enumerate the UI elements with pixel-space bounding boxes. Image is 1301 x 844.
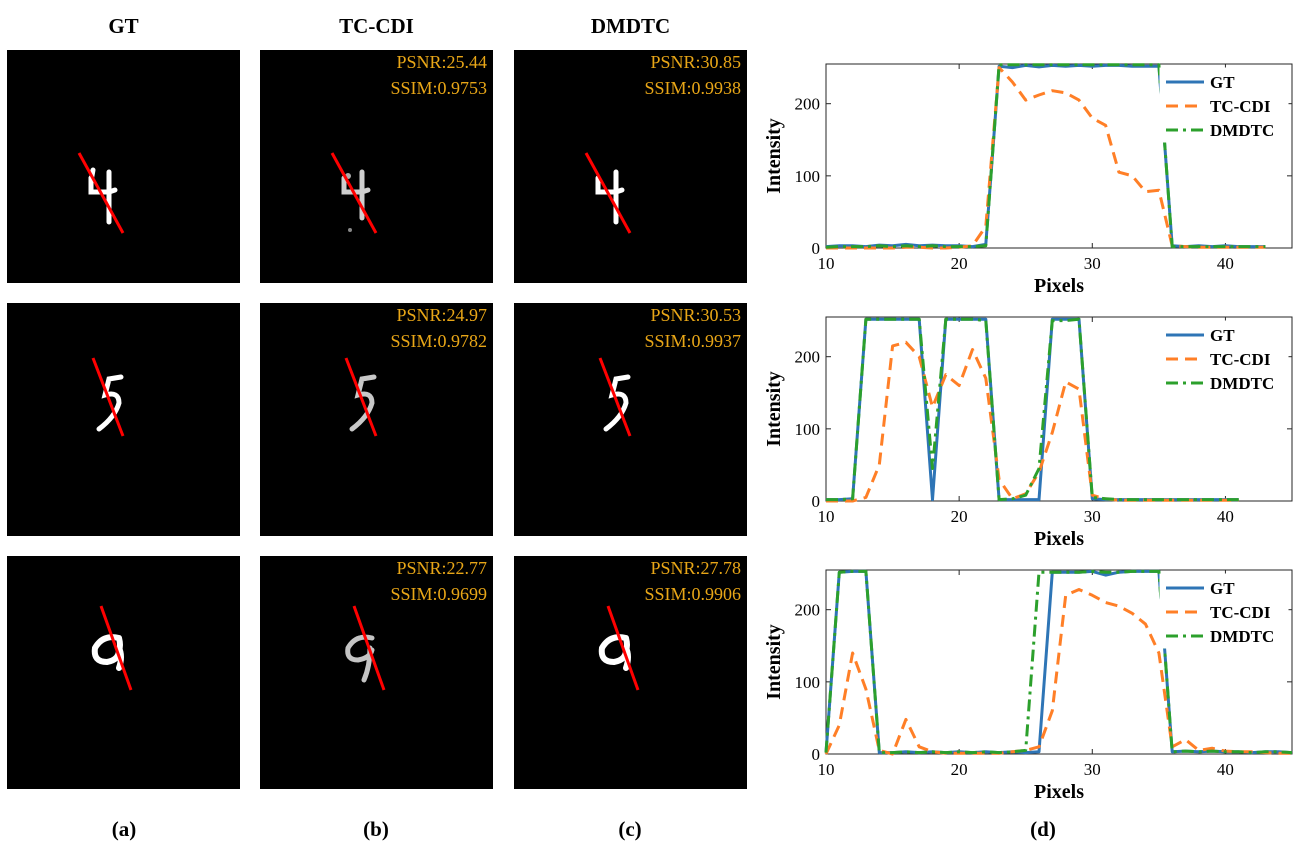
x-tick-label: 40 (1217, 507, 1234, 526)
y-tick-label: 0 (812, 745, 821, 764)
x-tick-label: 20 (951, 254, 968, 273)
tccdi-image-digit-9: PSNR:22.77 SSIM:0.9699 (260, 556, 493, 789)
tccdi-ssim-value: SSIM:0.9782 (390, 331, 487, 351)
intensity-profile-chart-row-1: 10 20 30 40 0 100 200 Pixels Intensity GT TC-CDI DM… (763, 63, 1293, 297)
legend-label: TC-CDI (1210, 350, 1271, 369)
column-title-gt: GT (108, 14, 139, 38)
x-tick-label: 10 (818, 254, 835, 273)
x-axis-label: Pixels (1034, 781, 1084, 803)
intensity-profile-chart-row-3: 10 20 30 40 0 100 200 Pixels Intensity GT TC-CDI DM… (763, 569, 1293, 803)
legend-label: TC-CDI (1210, 97, 1271, 116)
legend-label: DMDTC (1210, 627, 1274, 646)
dmdtc-image-digit-5: PSNR:30.53 SSIM:0.9937 (514, 303, 747, 536)
dmdtc-ssim-value: SSIM:0.9938 (644, 78, 741, 98)
y-tick-label: 0 (812, 239, 821, 258)
legend-box (1159, 67, 1289, 143)
tccdi-psnr-value: PSNR:22.77 (396, 558, 487, 578)
column-title-tccdi: TC-CDI (339, 14, 414, 38)
tccdi-image-digit-4: PSNR:25.44 SSIM:0.9753 (260, 50, 493, 283)
legend-label: TC-CDI (1210, 603, 1271, 622)
x-axis-label: Pixels (1034, 275, 1084, 297)
x-tick-label: 30 (1084, 254, 1101, 273)
y-tick-label: 200 (795, 348, 821, 367)
x-tick-label: 40 (1217, 760, 1234, 779)
tccdi-ssim-value: SSIM:0.9753 (390, 78, 487, 98)
series-line-dmdtc (824, 569, 1293, 755)
series-line-dmdtc (826, 317, 1239, 502)
tccdi-psnr-value: PSNR:24.97 (396, 305, 487, 325)
x-tick-label: 20 (951, 760, 968, 779)
x-tick-label: 30 (1084, 760, 1101, 779)
subfigure-label-c: (c) (618, 817, 642, 841)
tccdi-image-digit-5: PSNR:24.97 SSIM:0.9782 (260, 303, 493, 536)
y-tick-label: 200 (795, 95, 821, 114)
x-tick-label: 10 (818, 760, 835, 779)
legend-label: GT (1210, 579, 1235, 598)
y-axis-label: Intensity (763, 118, 785, 194)
x-tick-label: 20 (951, 507, 968, 526)
dmdtc-psnr-value: PSNR:30.85 (650, 52, 741, 72)
dmdtc-psnr-value: PSNR:27.78 (650, 558, 741, 578)
dmdtc-image-digit-9: PSNR:27.78 SSIM:0.9906 (514, 556, 747, 789)
tccdi-psnr-value: PSNR:25.44 (396, 52, 487, 72)
y-tick-label: 200 (795, 601, 821, 620)
x-tick-label: 40 (1217, 254, 1234, 273)
series-line-tc-cdi (824, 588, 1292, 756)
y-tick-label: 100 (795, 167, 821, 186)
tccdi-ssim-value: SSIM:0.9699 (390, 584, 487, 604)
dmdtc-image-digit-4: PSNR:30.85 SSIM:0.9938 (514, 50, 747, 283)
legend-label: DMDTC (1210, 121, 1274, 140)
y-axis-label: Intensity (763, 624, 785, 700)
intensity-profile-chart-row-2: 10 20 30 40 0 100 200 Pixels Intensity GT TC-CDI DM… (763, 316, 1293, 550)
subfigure-label-d: (d) (1030, 817, 1056, 841)
y-tick-label: 100 (795, 420, 821, 439)
legend-label: GT (1210, 326, 1235, 345)
gt-image-digit-4 (7, 50, 240, 283)
gt-image-digit-9 (7, 556, 240, 789)
gt-image-digit-5 (7, 303, 240, 536)
x-tick-label: 30 (1084, 507, 1101, 526)
dmdtc-psnr-value: PSNR:30.53 (650, 305, 741, 325)
y-tick-label: 0 (812, 492, 821, 511)
x-tick-label: 10 (818, 507, 835, 526)
legend-box (1159, 320, 1289, 396)
legend-label: DMDTC (1210, 374, 1274, 393)
x-axis-label: Pixels (1034, 528, 1084, 550)
legend-box (1159, 573, 1289, 649)
subfigure-label-b: (b) (363, 817, 389, 841)
subfigure-label-a: (a) (111, 817, 137, 841)
legend-label: GT (1210, 73, 1235, 92)
dmdtc-ssim-value: SSIM:0.9937 (644, 331, 741, 351)
y-tick-label: 100 (795, 673, 821, 692)
series-line-dmdtc (825, 63, 1266, 249)
dmdtc-ssim-value: SSIM:0.9906 (644, 584, 741, 604)
y-axis-label: Intensity (763, 371, 785, 447)
column-title-dmdtc: DMDTC (590, 14, 671, 38)
